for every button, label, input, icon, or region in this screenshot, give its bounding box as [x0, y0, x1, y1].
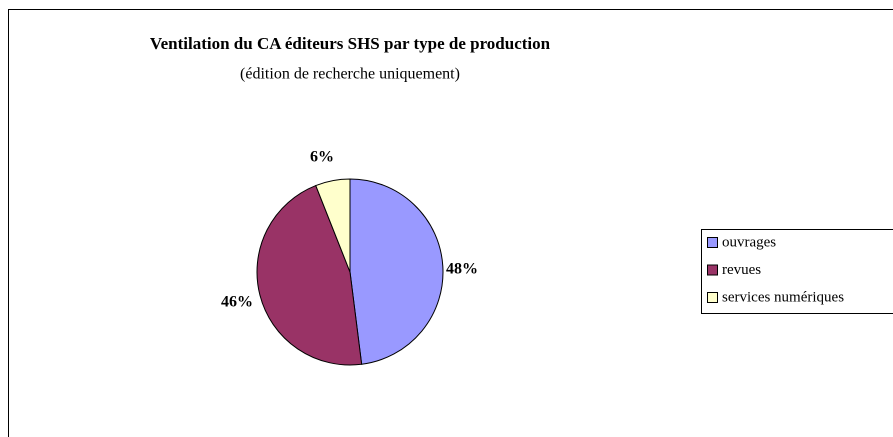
- legend-label: services numériques: [722, 289, 844, 305]
- chart-frame: [8, 9, 893, 437]
- data-label: 48%: [446, 261, 478, 278]
- legend-box: [701, 229, 893, 314]
- pie-slice: [315, 178, 351, 273]
- chart-subtitle: (édition de recherche uniquement): [240, 66, 460, 83]
- legend-swatch: [707, 292, 718, 303]
- chart-title: Ventilation du CA éditeurs SHS par type …: [150, 34, 551, 53]
- legend-swatch: [707, 237, 718, 248]
- legend-label: revues: [722, 262, 761, 278]
- data-label: 46%: [221, 294, 253, 311]
- legend-label: ouvrages: [722, 234, 776, 250]
- pie-slice: [256, 184, 363, 366]
- legend-swatch: [707, 264, 718, 276]
- pie-slice: [349, 178, 444, 365]
- data-label: 6%: [310, 149, 334, 166]
